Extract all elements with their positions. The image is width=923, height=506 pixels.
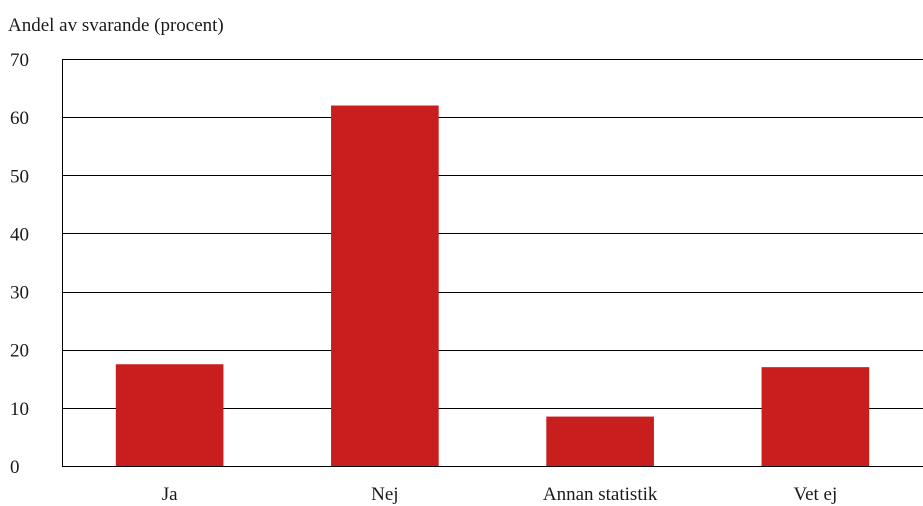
bars [115, 105, 870, 466]
x-tick-label: Nej [371, 484, 398, 505]
x-tick-labels: Ja Nej Annan statistik Vet ej [162, 484, 838, 505]
y-tick-label: 50 [10, 166, 29, 187]
bar-ja [115, 364, 224, 466]
x-tick-label: Ja [162, 484, 178, 505]
y-tick-label: 10 [10, 399, 29, 420]
bar-annan-statistik [546, 416, 654, 466]
y-tick-label: 30 [10, 283, 29, 304]
x-tick-label: Vet ej [793, 484, 837, 505]
x-tick-label: Annan statistik [543, 484, 658, 505]
y-tick-labels: 0 10 20 30 40 50 60 70 [10, 50, 29, 478]
y-tick-label: 0 [10, 457, 20, 478]
bar-vet-ej [761, 367, 870, 466]
y-tick-label: 40 [10, 224, 29, 245]
bar-nej [331, 105, 439, 466]
y-axis-label: Andel av svarande (procent) [8, 15, 224, 36]
gridlines [62, 59, 923, 409]
y-tick-label: 20 [10, 341, 29, 362]
y-tick-label: 60 [10, 108, 29, 129]
y-tick-label: 70 [10, 50, 29, 71]
